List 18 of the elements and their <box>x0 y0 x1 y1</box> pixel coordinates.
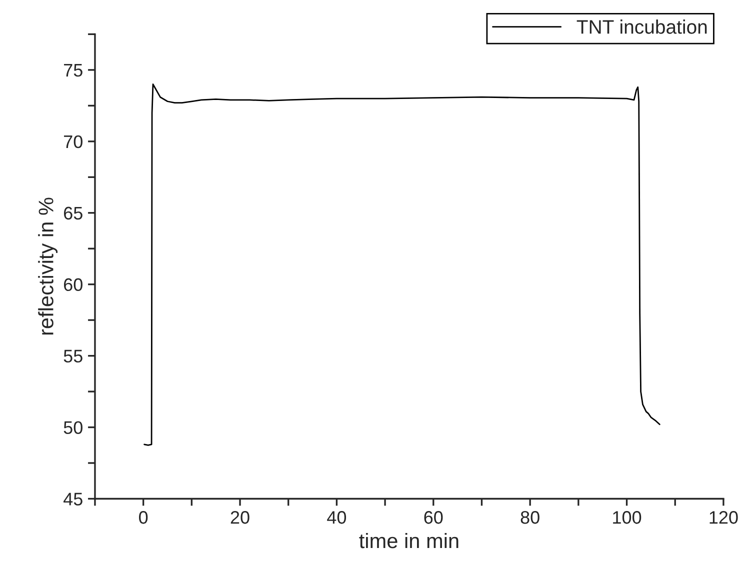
y-tick-label: 65 <box>64 206 82 220</box>
x-tick-label: 0 <box>139 511 148 524</box>
line-series <box>144 84 660 446</box>
x-tick-label: 40 <box>327 511 346 524</box>
x-axis-title: time in min <box>359 532 458 548</box>
y-tick-label: 50 <box>64 421 82 434</box>
y-tick-label: 60 <box>64 278 82 292</box>
y-tick-label: 45 <box>64 492 82 506</box>
y-axis-title: reflectivity in % <box>38 198 58 335</box>
x-tick-label: 80 <box>520 511 540 524</box>
x-tick-label: 60 <box>424 511 443 524</box>
x-tick-label: 100 <box>613 511 642 524</box>
x-tick-label: 120 <box>710 511 738 524</box>
x-tick-label: 20 <box>230 511 250 524</box>
y-tick-label: 75 <box>64 64 82 77</box>
y-tick-label: 70 <box>64 135 82 148</box>
legend-label: TNT incubation <box>576 20 707 34</box>
y-tick-label: 55 <box>64 350 82 363</box>
